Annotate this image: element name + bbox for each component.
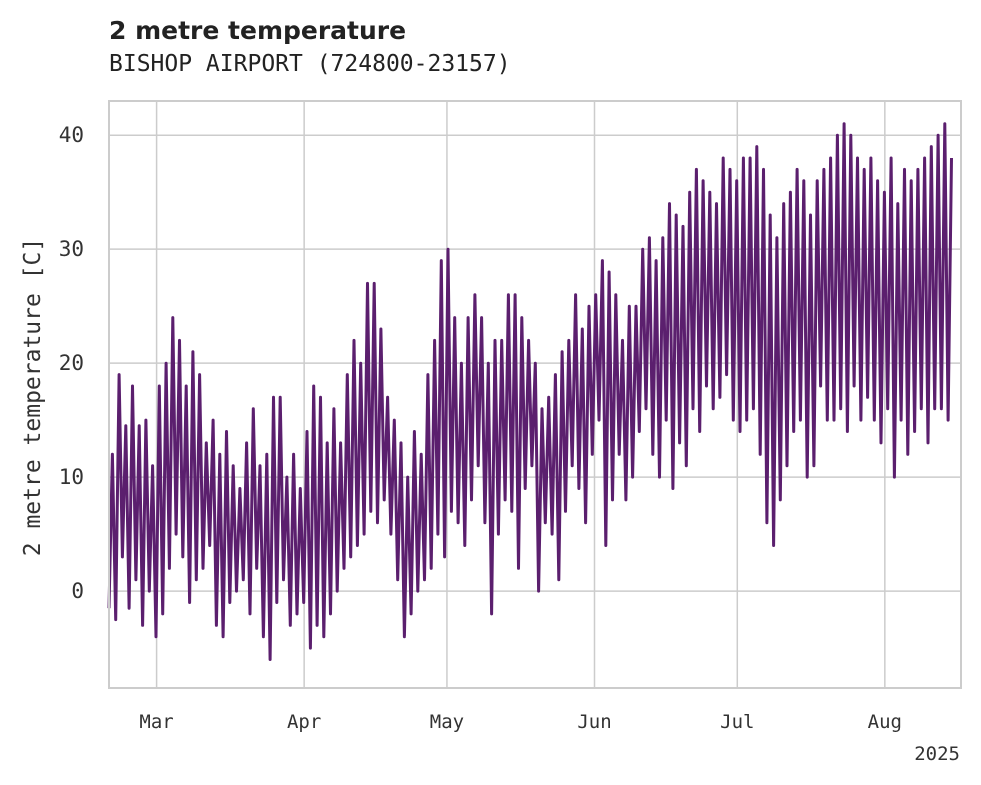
y-tick-label: 0 (71, 579, 84, 603)
y-tick-label: 20 (59, 351, 84, 375)
y-tick-label: 30 (59, 237, 84, 261)
x-tick-label: Apr (287, 711, 321, 733)
plot-frame (108, 100, 962, 689)
chart-title: 2 metre temperature (109, 16, 407, 45)
x-tick-label: Jun (577, 711, 611, 733)
x-tick-label: Jul (720, 711, 754, 733)
series-layer (107, 122, 953, 661)
temperature-series-line (107, 122, 953, 661)
tick-labels: 0 10 20 30 40 Mar Apr May Jun Jul Aug (59, 123, 902, 733)
y-axis-label: 2 metre temperature [C] (20, 238, 46, 557)
y-tick-label: 10 (59, 465, 84, 489)
x-tick-label: Aug (868, 711, 902, 733)
x-offset-label: 2025 (914, 743, 960, 765)
chart-subtitle: BISHOP AIRPORT (724800-23157) (109, 51, 511, 77)
x-tick-label: Mar (139, 711, 173, 733)
x-tick-label: May (430, 711, 464, 733)
y-tick-label: 40 (59, 123, 84, 147)
